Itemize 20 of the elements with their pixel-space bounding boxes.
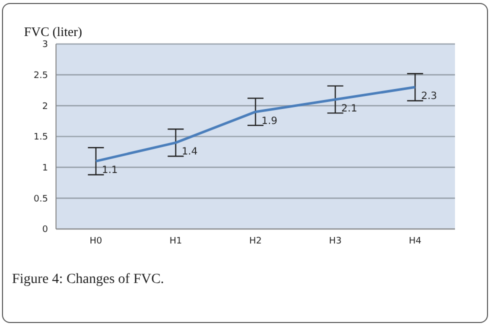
- y-tick-label: 0.5: [34, 194, 48, 204]
- x-tick-label: H1: [169, 236, 182, 246]
- data-label: 2.1: [341, 104, 358, 114]
- data-label: 1.1: [102, 165, 118, 176]
- y-tick-label: 3: [42, 40, 48, 50]
- text: Figure 4: Changes of FVC.: [12, 272, 164, 288]
- y-tick-label: 2.5: [34, 71, 48, 82]
- x-tick-label: H3: [329, 236, 342, 246]
- y-tick-label: 1.5: [34, 132, 48, 143]
- y-tick-label: 1: [42, 164, 48, 174]
- y-tick-label: 0: [42, 225, 48, 236]
- data-label: 1.9: [262, 116, 278, 127]
- y-axis-title: FVC (liter): [24, 24, 82, 40]
- x-tick-label: H2: [249, 236, 262, 246]
- data-label: 1.4: [182, 146, 198, 158]
- x-tick-label: H4: [408, 236, 422, 246]
- y-tick-label: 2: [42, 102, 48, 112]
- line-series: [94, 86, 416, 162]
- x-tick-label: H0: [90, 236, 102, 246]
- data-label: 2.3: [421, 91, 438, 102]
